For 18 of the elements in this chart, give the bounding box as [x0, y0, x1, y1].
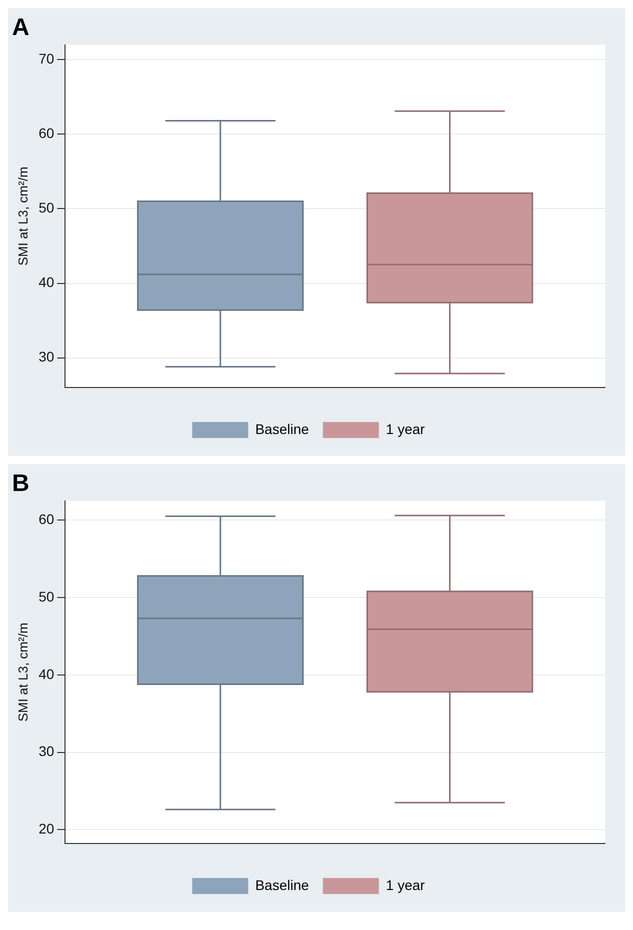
- y-tick-label: 20: [38, 820, 54, 837]
- y-axis-title: SMI at L3, cm²/m: [15, 166, 30, 266]
- y-tick-label: 50: [38, 200, 54, 216]
- y-tick-label: 60: [38, 125, 54, 142]
- legend-label: Baseline: [255, 876, 310, 893]
- chart-title: A: [12, 14, 30, 42]
- chart-title: B: [12, 470, 30, 498]
- legend-label: 1 year: [386, 876, 426, 893]
- y-tick-label: 30: [38, 348, 54, 365]
- y-tick-label: 50: [38, 588, 54, 604]
- legend-label: 1 year: [386, 420, 426, 437]
- y-tick-label: 30: [38, 743, 54, 760]
- y-tick-label: 40: [38, 274, 54, 290]
- y-tick-label: 70: [38, 50, 54, 67]
- y-axis-title: SMI at L3, cm²/m: [15, 622, 30, 722]
- y-tick-label: 40: [38, 666, 54, 682]
- legend-label: Baseline: [255, 420, 310, 437]
- y-tick-label: 60: [38, 511, 54, 528]
